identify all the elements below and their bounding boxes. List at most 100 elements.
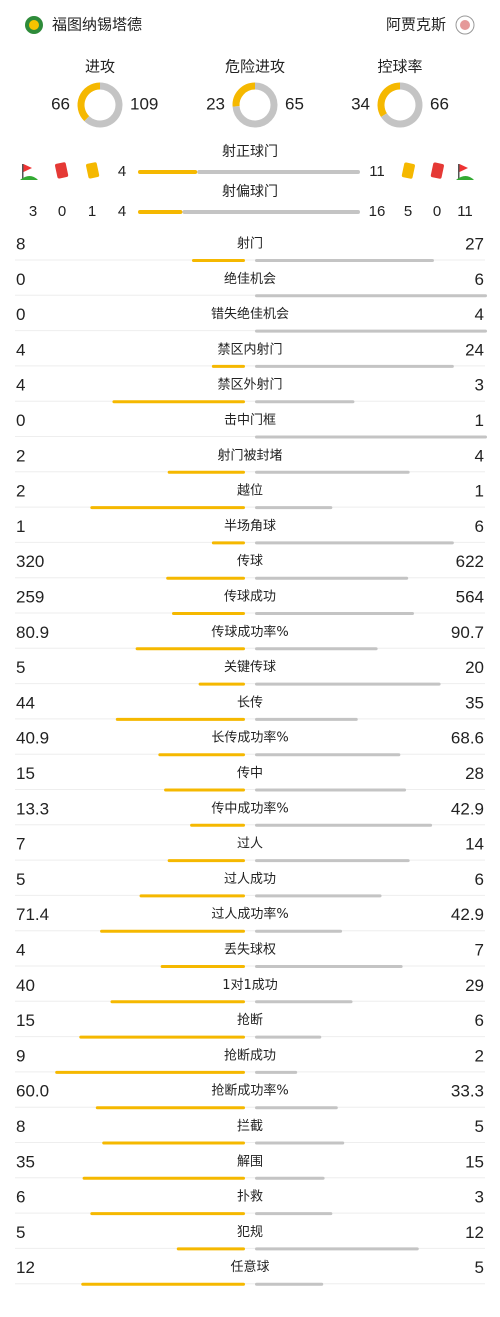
stat-label: 丢失球权 — [224, 942, 276, 958]
away-bar — [255, 294, 487, 298]
away-bar — [255, 612, 414, 615]
away-bar — [255, 1035, 322, 1039]
away-bar — [255, 329, 487, 333]
home-value: 15 — [16, 764, 35, 783]
stat-label: 禁区外射门 — [217, 377, 282, 393]
away-value: 564 — [456, 587, 484, 606]
stat-label: 拦截 — [237, 1119, 263, 1134]
home-bar — [190, 823, 245, 827]
away-value: 109 — [130, 94, 158, 113]
away-bar — [197, 170, 360, 174]
away-value: 42.9 — [451, 905, 484, 924]
away-bar — [255, 1141, 345, 1145]
away-value: 2 — [475, 1046, 484, 1065]
stat-label: 长传 — [237, 695, 263, 710]
away-bar — [255, 576, 409, 580]
stat-label: 错失绝佳机会 — [211, 306, 289, 322]
away-value: 20 — [465, 658, 484, 677]
away-bar — [255, 965, 403, 968]
away-arc — [381, 82, 423, 128]
home-value: 13.3 — [16, 799, 49, 818]
home-value: 5 — [16, 1223, 25, 1242]
stat-label: 绝佳机会 — [224, 271, 276, 287]
away-bar — [255, 1070, 298, 1074]
home-value: 34 — [351, 94, 370, 113]
home-logo — [25, 16, 43, 34]
home-value: 66 — [51, 94, 70, 113]
away-bar — [255, 1176, 325, 1180]
stat-label: 抢断成功 — [224, 1047, 276, 1063]
away-bar — [182, 210, 360, 214]
home-bar — [138, 170, 198, 174]
home-bar — [191, 259, 245, 262]
away-value: 65 — [285, 94, 304, 113]
home-value: 2 — [16, 482, 25, 501]
home-value: 40.9 — [16, 729, 49, 748]
away-value: 6 — [475, 517, 484, 536]
away-value: 4 — [475, 305, 484, 324]
away-bar — [255, 929, 343, 933]
away-bar — [255, 788, 407, 792]
home-bar — [211, 364, 245, 368]
stat-label: 半场角球 — [224, 519, 276, 534]
home-value: 5 — [16, 870, 25, 889]
away-value: 66 — [430, 94, 449, 113]
home-bar — [55, 1070, 245, 1074]
away-value: 42.9 — [451, 799, 484, 818]
stat-label: 击中门框 — [224, 413, 276, 428]
away-value: 11 — [369, 163, 385, 180]
stat-label: 扑救 — [237, 1189, 263, 1205]
home-value: 259 — [16, 587, 44, 606]
away-bar — [255, 894, 382, 898]
away-bar — [255, 435, 487, 439]
away-bar — [255, 364, 454, 368]
away-value: 12 — [465, 1223, 484, 1242]
away-bar — [255, 470, 410, 474]
away-value: 3 — [475, 376, 484, 395]
home-bar — [79, 1035, 246, 1039]
stat-label: 关键传球 — [224, 660, 276, 675]
stat-label: 射门被封堵 — [217, 447, 282, 463]
home-bar — [81, 1282, 245, 1286]
home-bar — [166, 576, 245, 580]
away-value: 28 — [465, 764, 484, 783]
home-bar — [158, 753, 245, 757]
away-team: 阿贾克斯 — [386, 16, 446, 34]
away-bar — [255, 1000, 353, 1004]
stat-label: 任意球 — [230, 1259, 269, 1275]
home-value: 4 — [118, 163, 126, 180]
home-value: 44 — [16, 693, 35, 712]
home-value: 7 — [16, 835, 25, 854]
home-value: 0 — [16, 270, 25, 289]
home-value: 0 — [16, 411, 25, 430]
away-bar — [255, 647, 378, 651]
away-value: 1 — [475, 482, 484, 501]
home-value: 80.9 — [16, 623, 49, 642]
count: 11 — [457, 203, 473, 220]
summary-label: 进攻 — [85, 58, 115, 76]
away-value: 29 — [465, 976, 484, 995]
stat-label: 传中成功率% — [211, 800, 288, 816]
home-bar — [115, 717, 245, 721]
away-value: 14 — [465, 835, 484, 854]
home-value: 5 — [16, 658, 25, 677]
away-value: 16 — [369, 203, 386, 220]
home-value: 1 — [16, 517, 25, 536]
away-bar — [255, 682, 441, 686]
away-bar — [255, 859, 410, 863]
home-bar — [176, 1247, 245, 1251]
shots-label: 射正球门 — [222, 144, 278, 160]
home-bar — [167, 470, 245, 474]
home-bar — [90, 506, 245, 510]
stat-label: 传球 — [237, 554, 263, 569]
home-value: 12 — [16, 1258, 35, 1277]
home-value: 9 — [16, 1046, 25, 1065]
home-value: 40 — [16, 976, 35, 995]
home-value: 4 — [16, 340, 25, 359]
away-value: 90.7 — [451, 623, 484, 642]
home-value: 320 — [16, 552, 44, 571]
away-bar — [255, 1212, 333, 1216]
home-bar — [167, 859, 245, 863]
away-value: 33.3 — [451, 1082, 484, 1101]
